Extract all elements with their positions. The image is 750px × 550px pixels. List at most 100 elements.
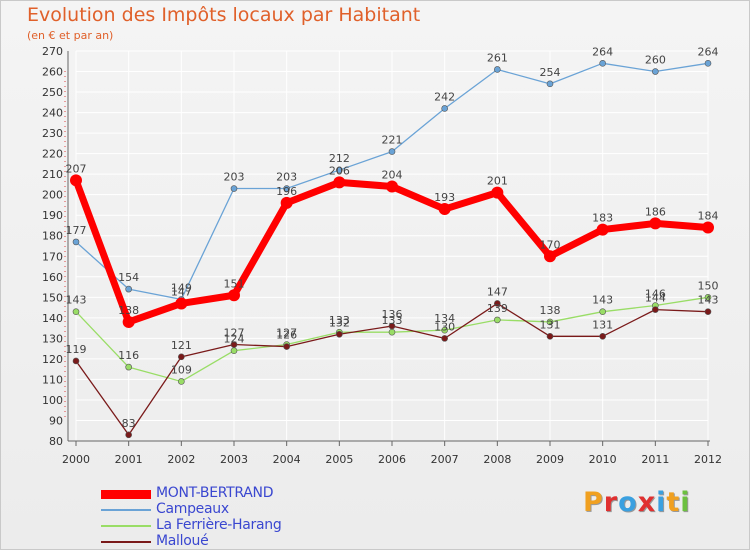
data-point xyxy=(599,60,606,67)
data-label: 204 xyxy=(382,168,403,181)
y-tick-label: 160 xyxy=(42,271,63,284)
data-label: 206 xyxy=(329,164,350,177)
data-point xyxy=(544,250,556,263)
data-point xyxy=(125,431,132,439)
x-tick-label: 2010 xyxy=(589,453,617,466)
data-label: 109 xyxy=(171,363,192,376)
data-point xyxy=(441,335,448,342)
data-point xyxy=(388,148,396,155)
x-tick-label: 2011 xyxy=(641,453,669,466)
legend-label: Malloué xyxy=(156,533,209,549)
proxiti-logo: Proxiti xyxy=(583,487,691,518)
data-label: 201 xyxy=(487,175,508,188)
logo-letter: r xyxy=(603,487,619,518)
data-label: 139 xyxy=(487,302,508,315)
data-label: 196 xyxy=(276,185,297,198)
logo-letter: o xyxy=(618,487,638,518)
y-tick-label: 200 xyxy=(42,189,63,202)
data-label: 127 xyxy=(276,327,297,340)
x-tick-label: 2012 xyxy=(694,453,722,466)
data-label: 136 xyxy=(382,308,403,321)
y-tick-label: 110 xyxy=(42,373,63,386)
data-label: 130 xyxy=(434,320,455,333)
data-label: 264 xyxy=(592,45,613,58)
logo-letter: i xyxy=(656,487,667,518)
data-point xyxy=(494,300,501,307)
y-tick-label: 100 xyxy=(42,394,63,407)
axes: 8090100110120130140150160170180190200210… xyxy=(42,45,722,466)
x-tick-label: 2006 xyxy=(378,453,406,466)
data-label: 83 xyxy=(122,417,136,430)
data-label: 149 xyxy=(171,281,192,294)
data-label: 144 xyxy=(645,292,666,305)
legend-swatch xyxy=(101,509,151,511)
data-point xyxy=(491,186,504,199)
x-tick-label: 2003 xyxy=(220,453,248,466)
data-label: 170 xyxy=(540,238,561,251)
data-label: 124 xyxy=(224,333,245,346)
data-point xyxy=(336,330,343,338)
data-label: 207 xyxy=(66,162,87,175)
data-label: 138 xyxy=(540,304,561,317)
data-point xyxy=(599,308,606,315)
y-tick-label: 170 xyxy=(42,250,63,263)
data-label: 203 xyxy=(276,171,297,184)
data-point xyxy=(386,180,398,193)
chart-title: Evolution des Impôts locaux par Habitant xyxy=(27,4,421,26)
data-point xyxy=(230,341,238,348)
data-label: 186 xyxy=(645,205,666,218)
data-point xyxy=(70,174,82,187)
data-point xyxy=(228,289,240,302)
data-point xyxy=(704,60,712,67)
y-tick-label: 80 xyxy=(49,435,63,448)
legend-item: Campeaux xyxy=(101,501,361,518)
data-label: 183 xyxy=(592,212,613,225)
data-point xyxy=(122,315,135,328)
y-tick-label: 90 xyxy=(49,414,63,427)
y-tick-label: 260 xyxy=(42,66,63,79)
legend-item: La Ferrière-Harang xyxy=(101,517,361,534)
data-point xyxy=(441,105,448,112)
x-tick-label: 2001 xyxy=(115,453,143,466)
y-tick-label: 210 xyxy=(42,168,63,181)
data-point xyxy=(702,221,714,234)
logo-letter: P xyxy=(583,487,604,518)
y-tick-label: 180 xyxy=(42,230,63,243)
data-point xyxy=(546,318,554,326)
data-point xyxy=(230,347,238,354)
data-point xyxy=(441,326,448,334)
data-label: 264 xyxy=(698,45,719,58)
grid xyxy=(75,50,709,442)
data-label: 147 xyxy=(171,285,192,298)
data-label: 133 xyxy=(329,314,350,327)
legend-item: MONT-BERTRAND xyxy=(101,485,361,502)
data-label: 146 xyxy=(645,288,666,301)
data-point xyxy=(599,333,606,340)
data-label: 121 xyxy=(171,339,192,352)
chart-subtitle: (en € et par an) xyxy=(27,29,114,42)
data-label: 119 xyxy=(66,343,87,356)
legend-swatch xyxy=(101,489,151,499)
logo-letter: x xyxy=(637,487,657,518)
data-label: 184 xyxy=(698,210,719,223)
y-tick-label: 130 xyxy=(42,332,63,345)
data-label: 127 xyxy=(224,327,245,340)
data-label: 131 xyxy=(540,318,561,331)
data-label: 134 xyxy=(434,312,455,325)
data-label: 143 xyxy=(698,294,719,307)
data-label: 212 xyxy=(329,152,350,165)
data-label: 260 xyxy=(645,54,666,67)
legend-swatch xyxy=(101,525,151,527)
y-tick-label: 270 xyxy=(42,45,63,58)
legend-label: La Ferrière-Harang xyxy=(156,517,282,533)
data-label: 132 xyxy=(329,316,350,329)
data-label: 193 xyxy=(434,191,455,204)
legend-item: Malloué xyxy=(101,533,361,550)
data-label: 147 xyxy=(487,285,508,298)
data-point xyxy=(178,353,185,361)
data-label: 154 xyxy=(118,271,139,284)
legend-swatch xyxy=(101,541,151,543)
data-point xyxy=(652,306,659,313)
data-point xyxy=(388,328,396,336)
